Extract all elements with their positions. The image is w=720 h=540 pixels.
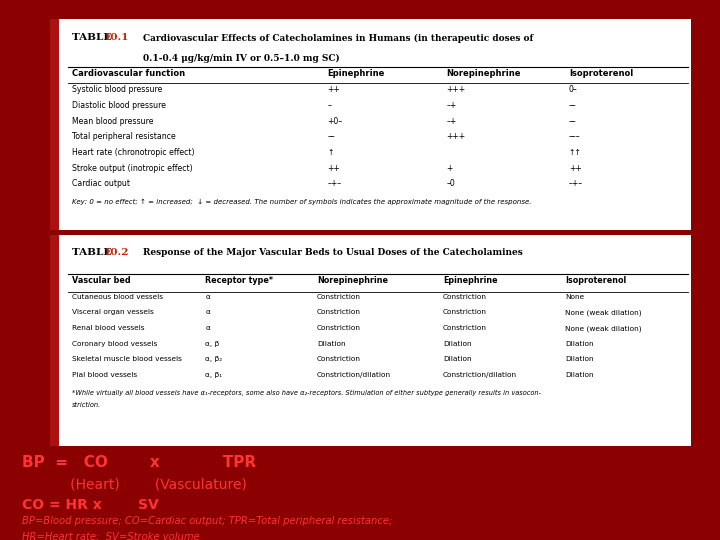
Text: +: + <box>446 164 453 173</box>
Text: Constriction: Constriction <box>443 325 487 331</box>
Text: Mean blood pressure: Mean blood pressure <box>72 117 153 126</box>
Text: CO = HR x: CO = HR x <box>22 498 107 512</box>
Text: Heart rate (chronotropic effect): Heart rate (chronotropic effect) <box>72 148 194 157</box>
Text: +++: +++ <box>446 85 466 94</box>
Text: +0–: +0– <box>328 117 343 126</box>
Text: Constriction/dilation: Constriction/dilation <box>317 372 391 378</box>
Text: +++: +++ <box>446 132 466 141</box>
Text: –+–: –+– <box>328 179 342 188</box>
Text: striction.: striction. <box>72 402 102 408</box>
Text: Constriction: Constriction <box>317 356 361 362</box>
Text: Constriction: Constriction <box>317 294 361 300</box>
Text: Cardiovascular function: Cardiovascular function <box>72 69 185 78</box>
Text: ↑↑: ↑↑ <box>569 148 582 157</box>
Text: Constriction: Constriction <box>317 309 361 315</box>
Text: Epinephrine: Epinephrine <box>328 69 385 78</box>
Text: HR=Heart rate;  SV=Stroke volume: HR=Heart rate; SV=Stroke volume <box>22 531 199 540</box>
Text: Response of the Major Vascular Beds to Usual Doses of the Catecholamines: Response of the Major Vascular Beds to U… <box>143 248 522 258</box>
Text: ––: –– <box>328 132 336 141</box>
Text: α, β: α, β <box>205 341 220 347</box>
Text: Receptor type*: Receptor type* <box>205 276 273 286</box>
Text: Dilation: Dilation <box>565 341 594 347</box>
Text: Constriction/dilation: Constriction/dilation <box>443 372 517 378</box>
Text: Norepinephrine: Norepinephrine <box>446 69 521 78</box>
Text: *While virtually all blood vessels have α₁-receptors, some also have α₂-receptor: *While virtually all blood vessels have … <box>72 390 541 396</box>
Text: None: None <box>565 294 585 300</box>
Text: Key: 0 = no effect; ↑ = increased;  ↓ = decreased. The number of symbols indicat: Key: 0 = no effect; ↑ = increased; ↓ = d… <box>72 199 531 205</box>
Text: α: α <box>205 309 210 315</box>
Text: BP  =   CO        x            TPR: BP = CO x TPR <box>22 455 256 470</box>
Text: Renal blood vessels: Renal blood vessels <box>72 325 145 331</box>
Text: –0: –0 <box>446 179 455 188</box>
Text: Pial blood vessels: Pial blood vessels <box>72 372 137 378</box>
Text: Cardiovascular Effects of Catecholamines in Humans (in therapeutic doses of: Cardiovascular Effects of Catecholamines… <box>143 33 533 43</box>
Text: α, β₂: α, β₂ <box>205 356 222 362</box>
Text: –: – <box>328 101 331 110</box>
Text: α, β₁: α, β₁ <box>205 372 222 378</box>
Text: Visceral organ vessels: Visceral organ vessels <box>72 309 154 315</box>
Text: ++: ++ <box>328 164 341 173</box>
Text: 10.2: 10.2 <box>104 248 129 258</box>
FancyBboxPatch shape <box>50 235 59 446</box>
Text: α: α <box>205 294 210 300</box>
Text: BP=Blood pressure; CO=Cardiac output; TPR=Total peripheral resistance;: BP=Blood pressure; CO=Cardiac output; TP… <box>22 516 392 526</box>
Text: Coronary blood vessels: Coronary blood vessels <box>72 341 158 347</box>
Text: Dilation: Dilation <box>443 341 472 347</box>
FancyBboxPatch shape <box>50 19 691 230</box>
Text: Dilation: Dilation <box>565 356 594 362</box>
Text: Epinephrine: Epinephrine <box>443 276 498 286</box>
Text: Vascular bed: Vascular bed <box>72 276 130 286</box>
Text: –+: –+ <box>446 117 456 126</box>
Text: α: α <box>205 325 210 331</box>
Text: Constriction: Constriction <box>317 325 361 331</box>
FancyBboxPatch shape <box>50 235 691 446</box>
Text: Constriction: Constriction <box>443 294 487 300</box>
Text: Stroke output (inotropic effect): Stroke output (inotropic effect) <box>72 164 193 173</box>
Text: –+: –+ <box>446 101 456 110</box>
Text: –+–: –+– <box>569 179 583 188</box>
Text: Skeletal muscle blood vessels: Skeletal muscle blood vessels <box>72 356 182 362</box>
Text: Total peripheral resistance: Total peripheral resistance <box>72 132 176 141</box>
Text: Systolic blood pressure: Systolic blood pressure <box>72 85 163 94</box>
Text: ++: ++ <box>328 85 341 94</box>
Text: (Heart)        (Vasculature): (Heart) (Vasculature) <box>22 477 246 491</box>
Text: TABLE: TABLE <box>72 33 115 43</box>
Text: 0–: 0– <box>569 85 577 94</box>
Text: TABLE: TABLE <box>72 248 115 258</box>
Text: None (weak dilation): None (weak dilation) <box>565 309 642 316</box>
Text: SV: SV <box>138 498 159 512</box>
Text: Dilation: Dilation <box>317 341 346 347</box>
Text: Isoproterenol: Isoproterenol <box>565 276 626 286</box>
Text: Cardiac output: Cardiac output <box>72 179 130 188</box>
Text: Isoproterenol: Isoproterenol <box>569 69 633 78</box>
Text: –––: ––– <box>569 132 580 141</box>
Text: Cutaneous blood vessels: Cutaneous blood vessels <box>72 294 163 300</box>
Text: ++: ++ <box>569 164 582 173</box>
Text: Dilation: Dilation <box>443 356 472 362</box>
Text: Constriction: Constriction <box>443 309 487 315</box>
Text: ––: –– <box>569 101 577 110</box>
Text: ––: –– <box>569 117 577 126</box>
Text: ↑: ↑ <box>328 148 334 157</box>
Text: None (weak dilation): None (weak dilation) <box>565 325 642 332</box>
Text: Diastolic blood pressure: Diastolic blood pressure <box>72 101 166 110</box>
Text: Dilation: Dilation <box>565 372 594 378</box>
Text: 0.1-0.4 μg/kg/min IV or 0.5–1.0 mg SC): 0.1-0.4 μg/kg/min IV or 0.5–1.0 mg SC) <box>143 53 339 63</box>
Text: Norepinephrine: Norepinephrine <box>317 276 388 286</box>
Text: 10.1: 10.1 <box>104 33 129 43</box>
FancyBboxPatch shape <box>50 19 59 230</box>
